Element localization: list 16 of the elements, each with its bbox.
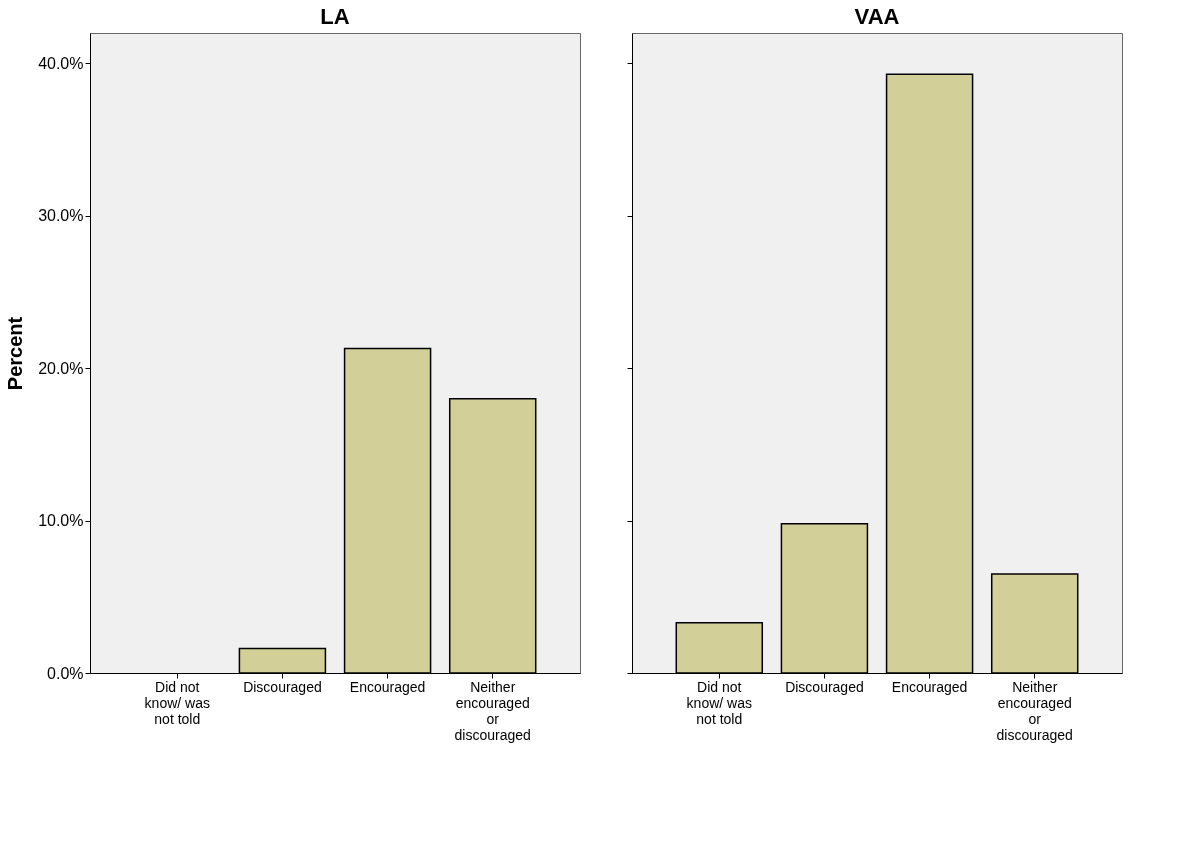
- x-tick-label: Encouraged: [891, 678, 968, 695]
- x-tick-label: Discouraged: [785, 678, 864, 695]
- x-tick-label: Encouraged: [349, 678, 426, 695]
- chart-title: LA: [320, 4, 350, 29]
- y-tick-label: 30.0%: [38, 207, 84, 225]
- x-tick-label: Discouraged: [243, 678, 322, 695]
- chart-title: VAA: [854, 4, 900, 29]
- y-tick-label: 40.0%: [38, 54, 84, 72]
- y-tick-label: 20.0%: [38, 359, 84, 377]
- y-axis-title: Percent: [4, 316, 27, 391]
- x-tick-label: Neither encouraged or discouraged: [454, 678, 531, 743]
- x-tick-label: Did not know/ was not told: [686, 678, 752, 727]
- y-tick-label: 0.0%: [47, 664, 84, 682]
- x-tick-label: Did not know/ was not told: [144, 678, 210, 727]
- y-tick-label: 10.0%: [38, 512, 84, 530]
- x-tick-label: Neither encouraged or discouraged: [996, 678, 1073, 743]
